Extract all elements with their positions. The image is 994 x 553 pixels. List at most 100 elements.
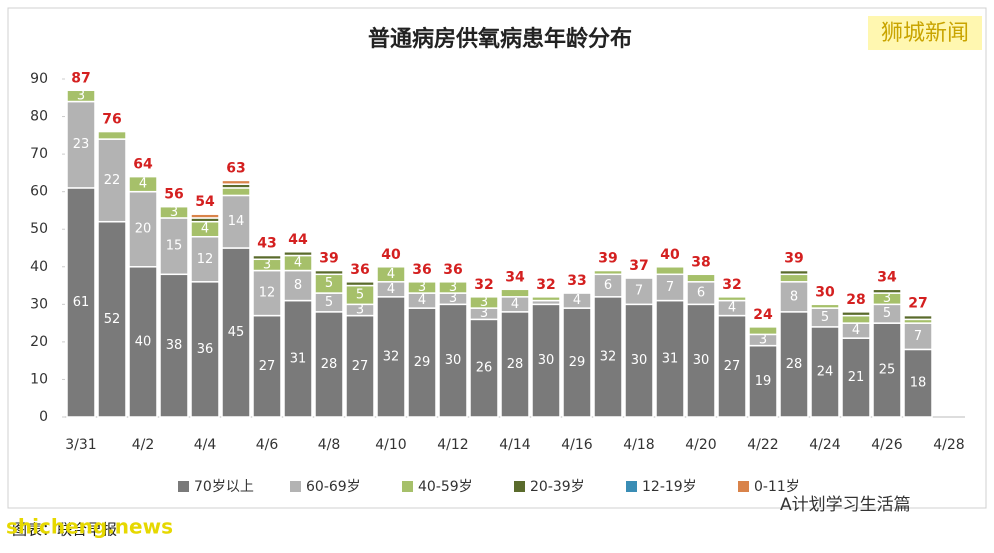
data-label: 3 (480, 295, 488, 310)
bar-segment (314, 269, 344, 276)
bar-segment (252, 254, 282, 261)
data-label: 22 (104, 173, 121, 188)
data-label: 32 (383, 349, 400, 364)
data-label: 12 (259, 286, 276, 301)
x-tick-label: 4/26 (871, 437, 903, 453)
bar-segment (345, 281, 375, 287)
y-tick-label: 10 (30, 371, 48, 387)
data-label: 45 (228, 325, 245, 340)
data-label: 5 (325, 276, 333, 291)
data-label: 19 (755, 374, 772, 389)
x-tick-label: 4/10 (375, 437, 406, 453)
data-label: 6 (697, 286, 705, 301)
bar-segment (469, 296, 499, 309)
data-label: 28 (786, 357, 803, 372)
total-label: 30 (815, 284, 835, 300)
bar-segment (159, 273, 189, 418)
data-label: 23 (73, 137, 90, 152)
total-label: 44 (288, 232, 308, 248)
x-tick-label: 4/14 (499, 437, 531, 453)
data-label: 4 (139, 177, 147, 192)
legend-label: 70岁以上 (194, 479, 254, 495)
x-tick-label: 4/20 (685, 437, 716, 453)
data-label: 18 (910, 376, 927, 391)
data-label: 4 (294, 256, 302, 271)
bar-segment (686, 273, 716, 283)
bar-segment (66, 100, 96, 189)
data-label: 5 (356, 287, 364, 302)
bar-segment (500, 311, 530, 418)
legend-swatch (402, 481, 413, 492)
data-label: 29 (569, 355, 586, 370)
bar-segment (779, 281, 809, 313)
bar-segment (159, 217, 189, 276)
bar-segment (717, 314, 747, 418)
source: 图表：联合早报 (12, 521, 117, 539)
bar-segment (66, 187, 96, 418)
data-label: 8 (790, 289, 798, 304)
data-label: 5 (821, 310, 829, 325)
data-label: 27 (724, 359, 741, 374)
total-label: 32 (474, 277, 493, 293)
data-label: 3 (759, 333, 767, 348)
x-tick-label: 4/28 (933, 437, 964, 453)
bar-segment (283, 269, 313, 302)
total-label: 76 (102, 112, 121, 128)
total-label: 64 (133, 157, 153, 173)
total-label: 34 (505, 269, 525, 285)
bar-segment (66, 89, 96, 103)
bar-segment (252, 314, 282, 418)
x-tick-label: 4/4 (194, 437, 217, 453)
bar-segment (376, 296, 406, 418)
bar-segment (903, 348, 933, 418)
total-label: 87 (71, 70, 90, 86)
y-tick-label: 40 (30, 259, 48, 275)
bar-segment (903, 314, 933, 321)
data-label: 3 (77, 88, 85, 103)
bar-segment (97, 220, 127, 418)
data-label: 27 (352, 359, 369, 374)
data-label: 30 (445, 353, 462, 368)
data-label: 4 (387, 267, 395, 282)
total-label: 36 (350, 262, 369, 278)
data-label: 21 (848, 370, 865, 385)
data-label: 28 (507, 357, 524, 372)
total-label: 40 (381, 247, 401, 263)
bar-segment (624, 303, 654, 418)
site-watermark: shicheng.news (6, 515, 173, 539)
data-label: 29 (414, 355, 431, 370)
bar-segment (841, 311, 871, 317)
data-label: 40 (135, 334, 152, 349)
bar-segment (407, 281, 437, 294)
data-label: 7 (666, 280, 674, 295)
bar-segment (221, 187, 251, 197)
data-label: 25 (879, 363, 896, 378)
bar-segment (283, 251, 313, 257)
bar-segment (376, 266, 406, 283)
bar-segment (562, 307, 592, 418)
bar-segment (686, 303, 716, 418)
data-label: 14 (228, 214, 245, 229)
legend-label: 12-19岁 (642, 479, 697, 495)
total-label: 33 (567, 273, 586, 289)
bar-segment (624, 277, 654, 306)
bar-segment (128, 190, 158, 268)
x-tick-label: 4/12 (437, 437, 468, 453)
total-label: 39 (319, 251, 338, 267)
total-label: 54 (195, 194, 215, 210)
y-tick-label: 60 (30, 184, 48, 200)
bar-segment (779, 269, 809, 276)
bar-segment (810, 303, 840, 309)
data-label: 31 (290, 351, 307, 366)
data-label: 3 (356, 302, 364, 317)
x-tick-label: 4/18 (623, 437, 654, 453)
total-label: 56 (164, 187, 183, 203)
bar-segment (190, 235, 220, 283)
data-label: 7 (635, 284, 643, 299)
y-tick-label: 20 (30, 334, 48, 350)
y-tick-label: 50 (30, 221, 48, 237)
bar-segment (748, 326, 778, 336)
bar-segment (841, 337, 871, 418)
bar-segment (438, 281, 468, 294)
y-tick-label: 70 (30, 146, 48, 162)
